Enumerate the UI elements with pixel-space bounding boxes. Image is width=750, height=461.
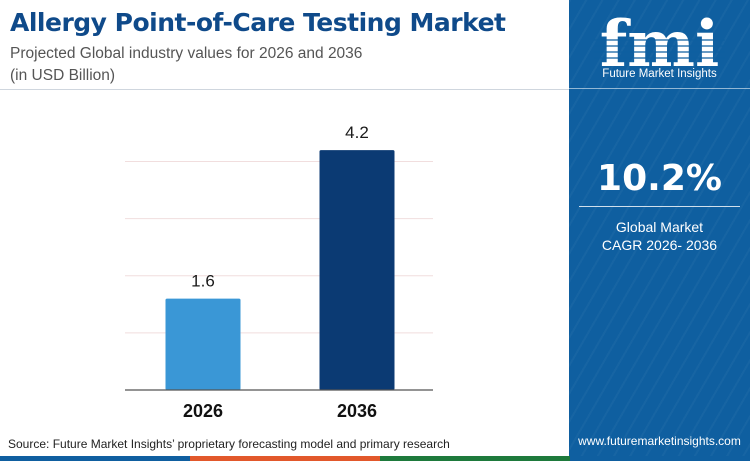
cagr-value: 10.2% [597, 158, 722, 199]
logo-subtitle: Future Market Insights [602, 68, 717, 80]
sidebar-panel: fmi Future Market Insights 10.2% Global … [569, 0, 750, 461]
fmi-logo-text: fmi [600, 10, 720, 78]
logo-stripes-icon [594, 39, 725, 59]
x-tick-label-2036: 2036 [337, 401, 377, 421]
cagr-label-line2: CAGR 2026- 2036 [601, 237, 718, 253]
strip-segment-1 [0, 456, 190, 461]
unit-note: (in USD Billion) [10, 67, 116, 84]
strip-segment-3 [380, 456, 570, 461]
bar-2036 [319, 150, 395, 390]
sidebar-texture [569, 0, 750, 461]
bar-2026 [165, 298, 241, 390]
sidebar-divider [569, 88, 750, 89]
website-link[interactable]: www.futuremarketinsights.com [578, 434, 741, 448]
page-title: Allergy Point-of-Care Testing Market [10, 8, 506, 37]
data-label-2026: 1.6 [191, 272, 215, 291]
data-label-2036: 4.2 [345, 123, 369, 142]
title-divider [0, 89, 569, 90]
bottom-color-strip [0, 456, 750, 461]
strip-segment-2 [190, 456, 380, 461]
chart-panel: Allergy Point-of-Care Testing Market Pro… [0, 8, 569, 451]
cagr-divider [579, 206, 740, 207]
cagr-label-line1: Global Market [615, 219, 704, 235]
chart-subtitle: Projected Global industry values for 202… [10, 45, 363, 62]
cagr-label: Global Market CAGR 2026- 2036 [569, 218, 750, 254]
strip-segment-4 [570, 456, 750, 461]
bar-chart: 1.6 2026 4.2 2036 [125, 123, 433, 421]
x-tick-label-2026: 2026 [183, 401, 223, 421]
fmi-logo: fmi [594, 10, 725, 78]
source-note: Source: Future Market Insights’ propriet… [8, 437, 450, 451]
